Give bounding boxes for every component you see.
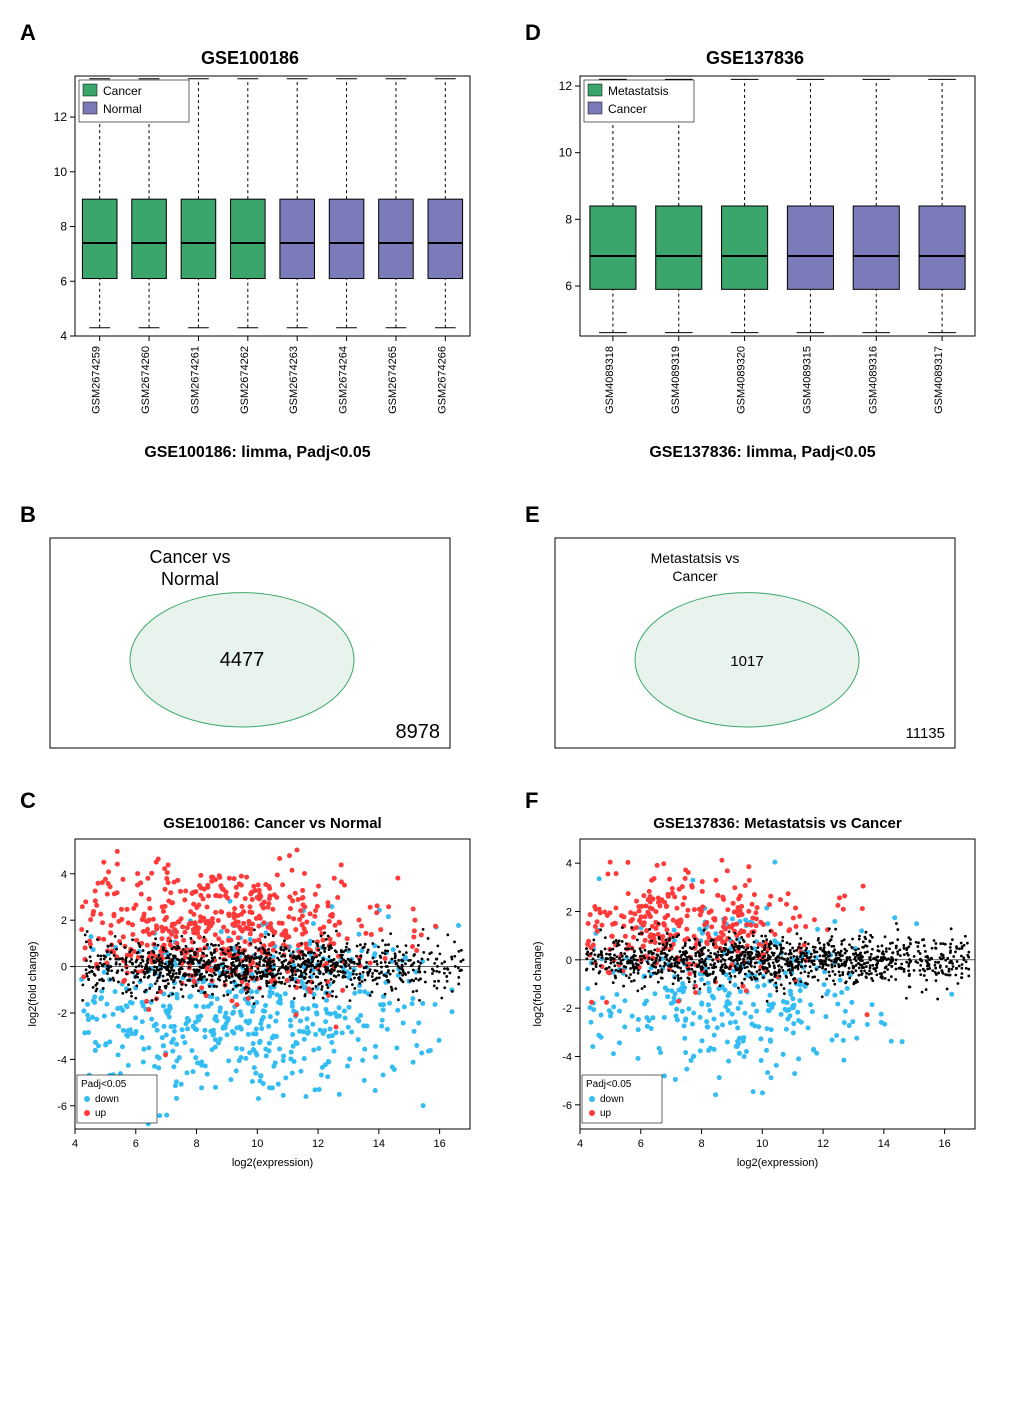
svg-text:Cancer vs: Cancer vs [149, 547, 230, 567]
svg-text:8: 8 [698, 1138, 704, 1150]
svg-text:12: 12 [312, 1138, 324, 1150]
panel-label-f: F [525, 788, 538, 813]
venn-b: Cancer vsNormal 4477 8978 [20, 528, 480, 768]
svg-text:-2: -2 [57, 1008, 67, 1020]
svg-text:12: 12 [559, 79, 573, 93]
panel-b: B Cancer vsNormal 4477 8978 [20, 502, 495, 768]
venn-e: Metastatsis vs Cancer 1017 11135 [525, 528, 985, 768]
subtitle-a: GSE100186: limma, Padj<0.05 [20, 444, 495, 462]
svg-text:-4: -4 [562, 1052, 572, 1064]
svg-text:14: 14 [878, 1138, 890, 1150]
panel-a: A GSE1001864681012GSM2674259GSM2674260GS… [20, 20, 495, 462]
svg-text:Normal: Normal [161, 569, 219, 589]
svg-text:0: 0 [566, 955, 572, 967]
panel-label-a: A [20, 20, 36, 45]
svg-text:down: down [600, 1094, 624, 1105]
boxplot-d: GSE137836 6 8 10 12 GSM4089318 GSM4089319 GSM40… [525, 46, 985, 436]
svg-text:Cancer: Cancer [672, 568, 717, 584]
svg-text:log2(expression): log2(expression) [737, 1157, 818, 1169]
svg-text:GSM2674263: GSM2674263 [288, 346, 300, 414]
svg-text:4: 4 [577, 1138, 583, 1150]
svg-text:14: 14 [373, 1138, 385, 1150]
svg-text:Normal: Normal [103, 102, 142, 116]
svg-text:GSM4089317: GSM4089317 [933, 346, 945, 414]
svg-text:up: up [600, 1108, 612, 1119]
svg-text:6: 6 [638, 1138, 644, 1150]
svg-text:4: 4 [566, 858, 572, 870]
svg-text:GSM4089315: GSM4089315 [801, 346, 813, 414]
svg-text:GSE100186: Cancer vs Normal: GSE100186: Cancer vs Normal [163, 815, 381, 832]
svg-text:0: 0 [61, 962, 67, 974]
svg-text:GSE137836: GSE137836 [706, 48, 804, 68]
svg-text:2: 2 [566, 907, 572, 919]
svg-text:12: 12 [817, 1138, 829, 1150]
svg-text:1017: 1017 [730, 653, 763, 670]
svg-text:Cancer: Cancer [608, 102, 647, 116]
svg-text:Padj<0.05: Padj<0.05 [81, 1079, 127, 1090]
scatter-f: GSE137836: Metastatsis vs Cancer 4 6 8 10 12 1… [525, 814, 985, 1174]
svg-text:GSM2674264: GSM2674264 [338, 346, 350, 414]
panel-label-d: D [525, 20, 541, 45]
svg-text:-2: -2 [562, 1003, 572, 1015]
svg-text:11135: 11135 [906, 725, 946, 742]
svg-text:16: 16 [433, 1138, 445, 1150]
svg-text:log2(fold change): log2(fold change) [532, 941, 544, 1026]
svg-text:GSM2674265: GSM2674265 [387, 346, 399, 414]
svg-text:GSM4089320: GSM4089320 [736, 346, 748, 414]
panel-label-e: E [525, 502, 540, 527]
svg-text:4: 4 [61, 869, 67, 881]
svg-text:down: down [95, 1094, 119, 1105]
panel-label-c: C [20, 788, 36, 813]
svg-text:4: 4 [72, 1138, 78, 1150]
boxplot-a: GSE100186 4 6 8 10 12 GSM2674259 GSM2674260 GSM2… [20, 46, 480, 436]
svg-text:8978: 8978 [396, 721, 441, 743]
svg-text:GSE100186: GSE100186 [201, 48, 299, 68]
svg-text:Padj<0.05: Padj<0.05 [586, 1079, 632, 1090]
svg-text:GSM4089319: GSM4089319 [670, 346, 682, 414]
svg-text:8: 8 [193, 1138, 199, 1150]
svg-text:Metastatsis vs: Metastatsis vs [651, 550, 740, 566]
svg-text:10: 10 [251, 1138, 263, 1150]
svg-text:10: 10 [756, 1138, 768, 1150]
svg-text:6: 6 [133, 1138, 139, 1150]
svg-text:4477: 4477 [220, 649, 265, 671]
svg-text:-6: -6 [57, 1101, 67, 1113]
svg-text:-6: -6 [562, 1100, 572, 1112]
svg-text:Cancer: Cancer [103, 84, 142, 98]
panel-label-b: B [20, 502, 36, 527]
svg-text:log2(expression): log2(expression) [232, 1157, 313, 1169]
panel-f: F GSE137836: Metastatsis vs Cancer 4 6 8 10 1… [525, 788, 1000, 1174]
svg-text:GSM2674261: GSM2674261 [189, 346, 201, 414]
svg-text:GSM2674260: GSM2674260 [140, 346, 152, 414]
svg-text:8: 8 [565, 212, 572, 226]
panel-d: D GSE137836 6 8 10 12 GSM4089318 GSM4089319 GSM… [525, 20, 1000, 462]
svg-text:12: 12 [54, 110, 68, 124]
svg-text:4: 4 [60, 329, 67, 343]
svg-text:16: 16 [938, 1138, 950, 1150]
svg-text:GSM2674259: GSM2674259 [91, 346, 103, 414]
svg-text:up: up [95, 1108, 107, 1119]
svg-text:-4: -4 [57, 1054, 67, 1066]
svg-text:GSM2674262: GSM2674262 [239, 346, 251, 414]
panel-e: E Metastatsis vs Cancer 1017 11135 [525, 502, 1000, 768]
subtitle-d: GSE137836: limma, Padj<0.05 [525, 444, 1000, 462]
panel-c: C GSE100186: Cancer vs Normal 4 6 8 10 12 14 16… [20, 788, 495, 1174]
svg-text:8: 8 [60, 220, 67, 234]
svg-text:Metastatsis: Metastatsis [608, 84, 669, 98]
svg-text:GSE137836: Metastatsis vs Canc: GSE137836: Metastatsis vs Cancer [653, 815, 902, 832]
svg-text:2: 2 [61, 915, 67, 927]
svg-text:GSM2674266: GSM2674266 [436, 346, 448, 414]
svg-text:10: 10 [54, 165, 68, 179]
svg-text:GSM4089318: GSM4089318 [604, 346, 616, 414]
svg-text:6: 6 [60, 274, 67, 288]
svg-text:10: 10 [559, 146, 573, 160]
svg-text:6: 6 [565, 279, 572, 293]
scatter-c: GSE100186: Cancer vs Normal 4 6 8 10 12 14 16 -6… [20, 814, 480, 1174]
svg-text:GSM4089316: GSM4089316 [867, 346, 879, 414]
svg-text:log2(fold change): log2(fold change) [27, 941, 39, 1026]
